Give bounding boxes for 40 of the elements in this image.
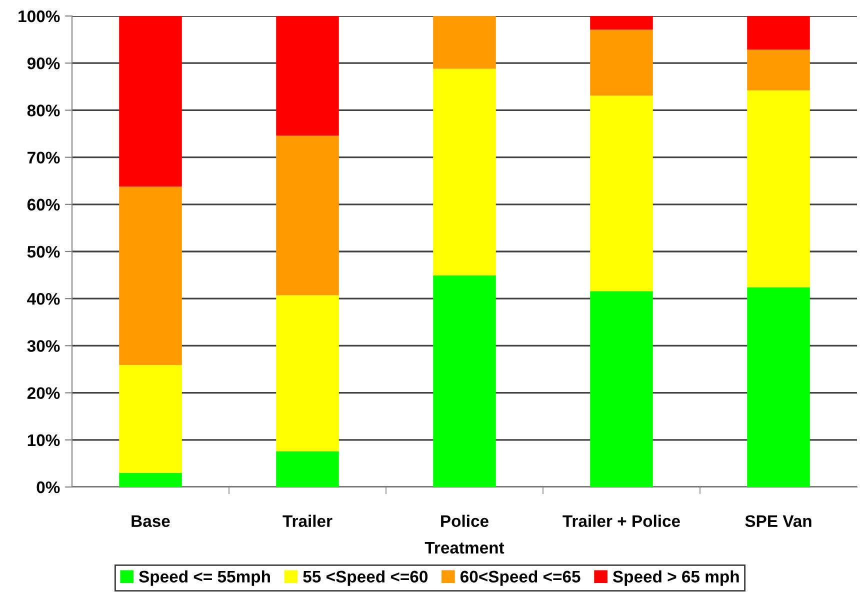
x-axis-title: Treatment	[424, 542, 504, 554]
x-tick-label: Trailer + Police	[562, 514, 680, 528]
bar	[433, 276, 496, 487]
bar	[590, 30, 653, 96]
bar	[747, 49, 810, 90]
bar	[276, 451, 339, 487]
y-tick-label: 20%	[27, 387, 60, 400]
bar	[590, 16, 653, 30]
bar	[747, 90, 810, 288]
bar	[747, 287, 810, 487]
y-tick-label: 60%	[27, 198, 60, 211]
x-tick-label: Police	[441, 514, 488, 528]
legend-label: 55 <Speed <=60	[303, 570, 428, 586]
y-tick-label: 0%	[36, 481, 60, 494]
legend-label: Speed > 65 mph	[612, 570, 739, 586]
y-tick-label: 30%	[27, 340, 60, 352]
bar	[590, 96, 653, 292]
bar	[119, 16, 182, 186]
x-tick-label: Trailer	[282, 514, 332, 528]
y-tick-label: 80%	[27, 104, 60, 116]
bar	[433, 68, 496, 276]
y-tick-label: 70%	[28, 152, 60, 164]
bar	[433, 16, 496, 69]
bar	[119, 472, 182, 487]
y-tick-label: 100%	[18, 10, 60, 22]
bar	[747, 16, 810, 50]
bar	[119, 365, 182, 473]
y-tick-label: 50%	[27, 246, 60, 258]
y-tick-label: 40%	[27, 293, 60, 305]
bar	[590, 291, 653, 487]
legend-label: 60<Speed <=65	[460, 570, 580, 586]
bar	[276, 295, 339, 452]
bar	[276, 16, 339, 136]
bar	[119, 186, 182, 366]
y-tick-label: 90%	[27, 58, 60, 70]
x-tick-label: SPE Van	[745, 515, 812, 528]
y-tick-label: 10%	[28, 434, 60, 446]
bar	[276, 136, 339, 296]
legend-label: Speed <= 55mph	[139, 570, 270, 586]
x-tick-label: Base	[132, 515, 170, 528]
